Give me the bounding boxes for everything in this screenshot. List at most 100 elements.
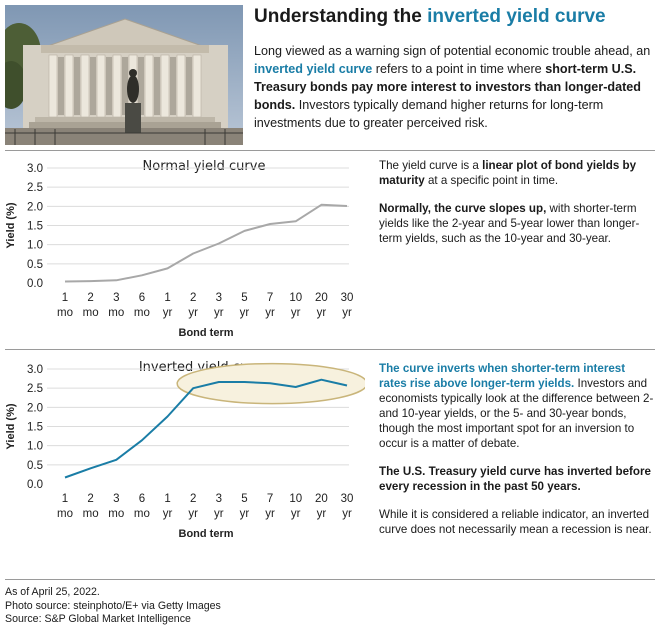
x-tick-label: 1 <box>164 493 170 505</box>
x-tick-label: 20 <box>315 493 328 505</box>
x-tick-label: 5 <box>241 493 247 505</box>
normal-curve-text: The yield curve is a linear plot of bond… <box>379 158 655 259</box>
y-tick-label: 3.0 <box>27 364 43 376</box>
footer-photo-source: Photo source: steinphoto/E+ via Getty Im… <box>5 599 221 612</box>
treasury-building-photo <box>5 5 243 145</box>
x-tick-label: 2 <box>190 493 196 505</box>
inverted-text-p3-text: While it is considered a reliable indica… <box>379 508 652 536</box>
y-tick-label: 1.5 <box>27 422 43 434</box>
divider-middle <box>5 349 655 350</box>
y-axis-label: Yield (%) <box>5 202 17 248</box>
inverted-text-p2-bold: The U.S. Treasury yield curve has invert… <box>379 465 651 493</box>
x-tick-label: 3 <box>113 493 119 505</box>
y-tick-label: 2.5 <box>27 383 43 395</box>
y-tick-label: 2.0 <box>27 402 43 414</box>
divider-bottom <box>5 579 655 580</box>
x-tick-unit-label: yr <box>188 508 198 520</box>
y-tick-label: 1.0 <box>27 441 43 453</box>
x-tick-unit-label: yr <box>163 508 173 520</box>
x-tick-label: 6 <box>139 292 145 304</box>
x-tick-unit-label: mo <box>134 508 150 520</box>
x-tick-label: 1 <box>62 292 68 304</box>
x-tick-unit-label: mo <box>57 307 73 319</box>
normal-text-p1-a: The yield curve is a <box>379 159 483 172</box>
x-tick-unit-label: mo <box>108 508 124 520</box>
x-tick-label: 1 <box>164 292 170 304</box>
title-prefix: Understanding the <box>254 6 428 27</box>
x-tick-label: 2 <box>87 493 93 505</box>
x-axis-label: Bond term <box>179 327 234 339</box>
x-tick-label: 3 <box>216 493 222 505</box>
y-tick-label: 1.5 <box>27 221 43 233</box>
x-tick-unit-label: yr <box>291 508 301 520</box>
x-tick-unit-label: yr <box>317 508 327 520</box>
y-tick-label: 0.0 <box>27 479 43 491</box>
x-axis-label: Bond term <box>179 528 234 540</box>
x-tick-label: 3 <box>216 292 222 304</box>
inverted-yield-curve-chart: Inverted yield curve0.00.51.01.52.02.53.… <box>5 360 365 540</box>
x-tick-unit-label: yr <box>214 508 224 520</box>
x-tick-unit-label: yr <box>265 307 275 319</box>
x-tick-label: 10 <box>289 292 302 304</box>
y-tick-label: 2.5 <box>27 182 43 194</box>
x-tick-label: 3 <box>113 292 119 304</box>
intro-text-1: Long viewed as a warning sign of potenti… <box>254 44 651 58</box>
x-tick-label: 1 <box>62 493 68 505</box>
inverted-text-p2: The U.S. Treasury yield curve has invert… <box>379 464 655 494</box>
intro-bold: short-term U.S. Treasury bonds pay more … <box>254 62 641 112</box>
intro-text-2: refers to a point in time where <box>372 62 546 76</box>
y-tick-label: 0.5 <box>27 460 43 472</box>
normal-text-p1: The yield curve is a linear plot of bond… <box>379 158 655 188</box>
inverted-text-p1-b: Investors and economists typically look … <box>379 377 654 450</box>
intro-text-3: Investors typically demand higher return… <box>254 98 604 130</box>
x-tick-label: 7 <box>267 292 273 304</box>
treasury-building-illustration <box>5 5 243 145</box>
x-tick-label: 20 <box>315 292 328 304</box>
title-highlight: inverted yield curve <box>427 6 606 27</box>
x-tick-unit-label: mo <box>57 508 73 520</box>
footer: As of April 25, 2022. Photo source: stei… <box>5 586 221 627</box>
x-tick-label: 30 <box>341 292 354 304</box>
x-tick-label: 2 <box>87 292 93 304</box>
intro-paragraph: Long viewed as a warning sign of potenti… <box>254 42 654 132</box>
x-tick-unit-label: yr <box>240 508 250 520</box>
x-tick-unit-label: yr <box>240 307 250 319</box>
intro-highlight: inverted yield curve <box>254 62 373 76</box>
footer-data-source: Source: S&P Global Market Intelligence <box>5 613 191 626</box>
footer-date: As of April 25, 2022. <box>5 586 100 598</box>
chart-title: Normal yield curve <box>143 159 266 174</box>
x-tick-unit-label: yr <box>342 508 352 520</box>
y-tick-label: 2.0 <box>27 201 43 213</box>
divider-top <box>5 150 655 151</box>
x-tick-label: 7 <box>267 493 273 505</box>
page-title: Understanding the inverted yield curve <box>254 6 606 28</box>
y-tick-label: 3.0 <box>27 163 43 175</box>
x-tick-unit-label: yr <box>317 307 327 319</box>
x-tick-unit-label: yr <box>214 307 224 319</box>
x-tick-unit-label: yr <box>291 307 301 319</box>
yield-series-line <box>64 203 348 283</box>
x-tick-unit-label: yr <box>188 307 198 319</box>
yield-series-line <box>64 378 348 479</box>
inverted-text-p3: While it is considered a reliable indica… <box>379 507 655 537</box>
x-tick-unit-label: mo <box>108 307 124 319</box>
normal-text-p2-b: with shorter-term yields like the 2-year… <box>379 202 640 245</box>
inverted-curve-text: The curve inverts when shorter-term inte… <box>379 361 655 550</box>
x-tick-unit-label: mo <box>83 307 99 319</box>
x-tick-unit-label: yr <box>163 307 173 319</box>
y-axis-label: Yield (%) <box>5 403 17 449</box>
x-tick-label: 10 <box>289 493 302 505</box>
x-tick-label: 30 <box>341 493 354 505</box>
normal-text-p2-bold: Normally, the curve slopes up, <box>379 202 547 215</box>
normal-text-p2: Normally, the curve slopes up, with shor… <box>379 201 655 246</box>
y-tick-label: 0.0 <box>27 278 43 290</box>
x-tick-unit-label: mo <box>83 508 99 520</box>
y-tick-label: 1.0 <box>27 240 43 252</box>
x-tick-unit-label: mo <box>134 307 150 319</box>
normal-yield-curve-chart: Normal yield curve 0.0 0.5 1.0 1.5 2.0 2.5 3.0 Y… <box>5 159 354 339</box>
x-tick-label: 2 <box>190 292 196 304</box>
inverted-text-p1-highlight: The curve inverts when shorter-term inte… <box>379 362 626 390</box>
x-tick-label: 6 <box>139 493 145 505</box>
normal-text-p1-b: at a specific point in time. <box>424 174 559 187</box>
inverted-text-p1: The curve inverts when shorter-term inte… <box>379 361 655 451</box>
